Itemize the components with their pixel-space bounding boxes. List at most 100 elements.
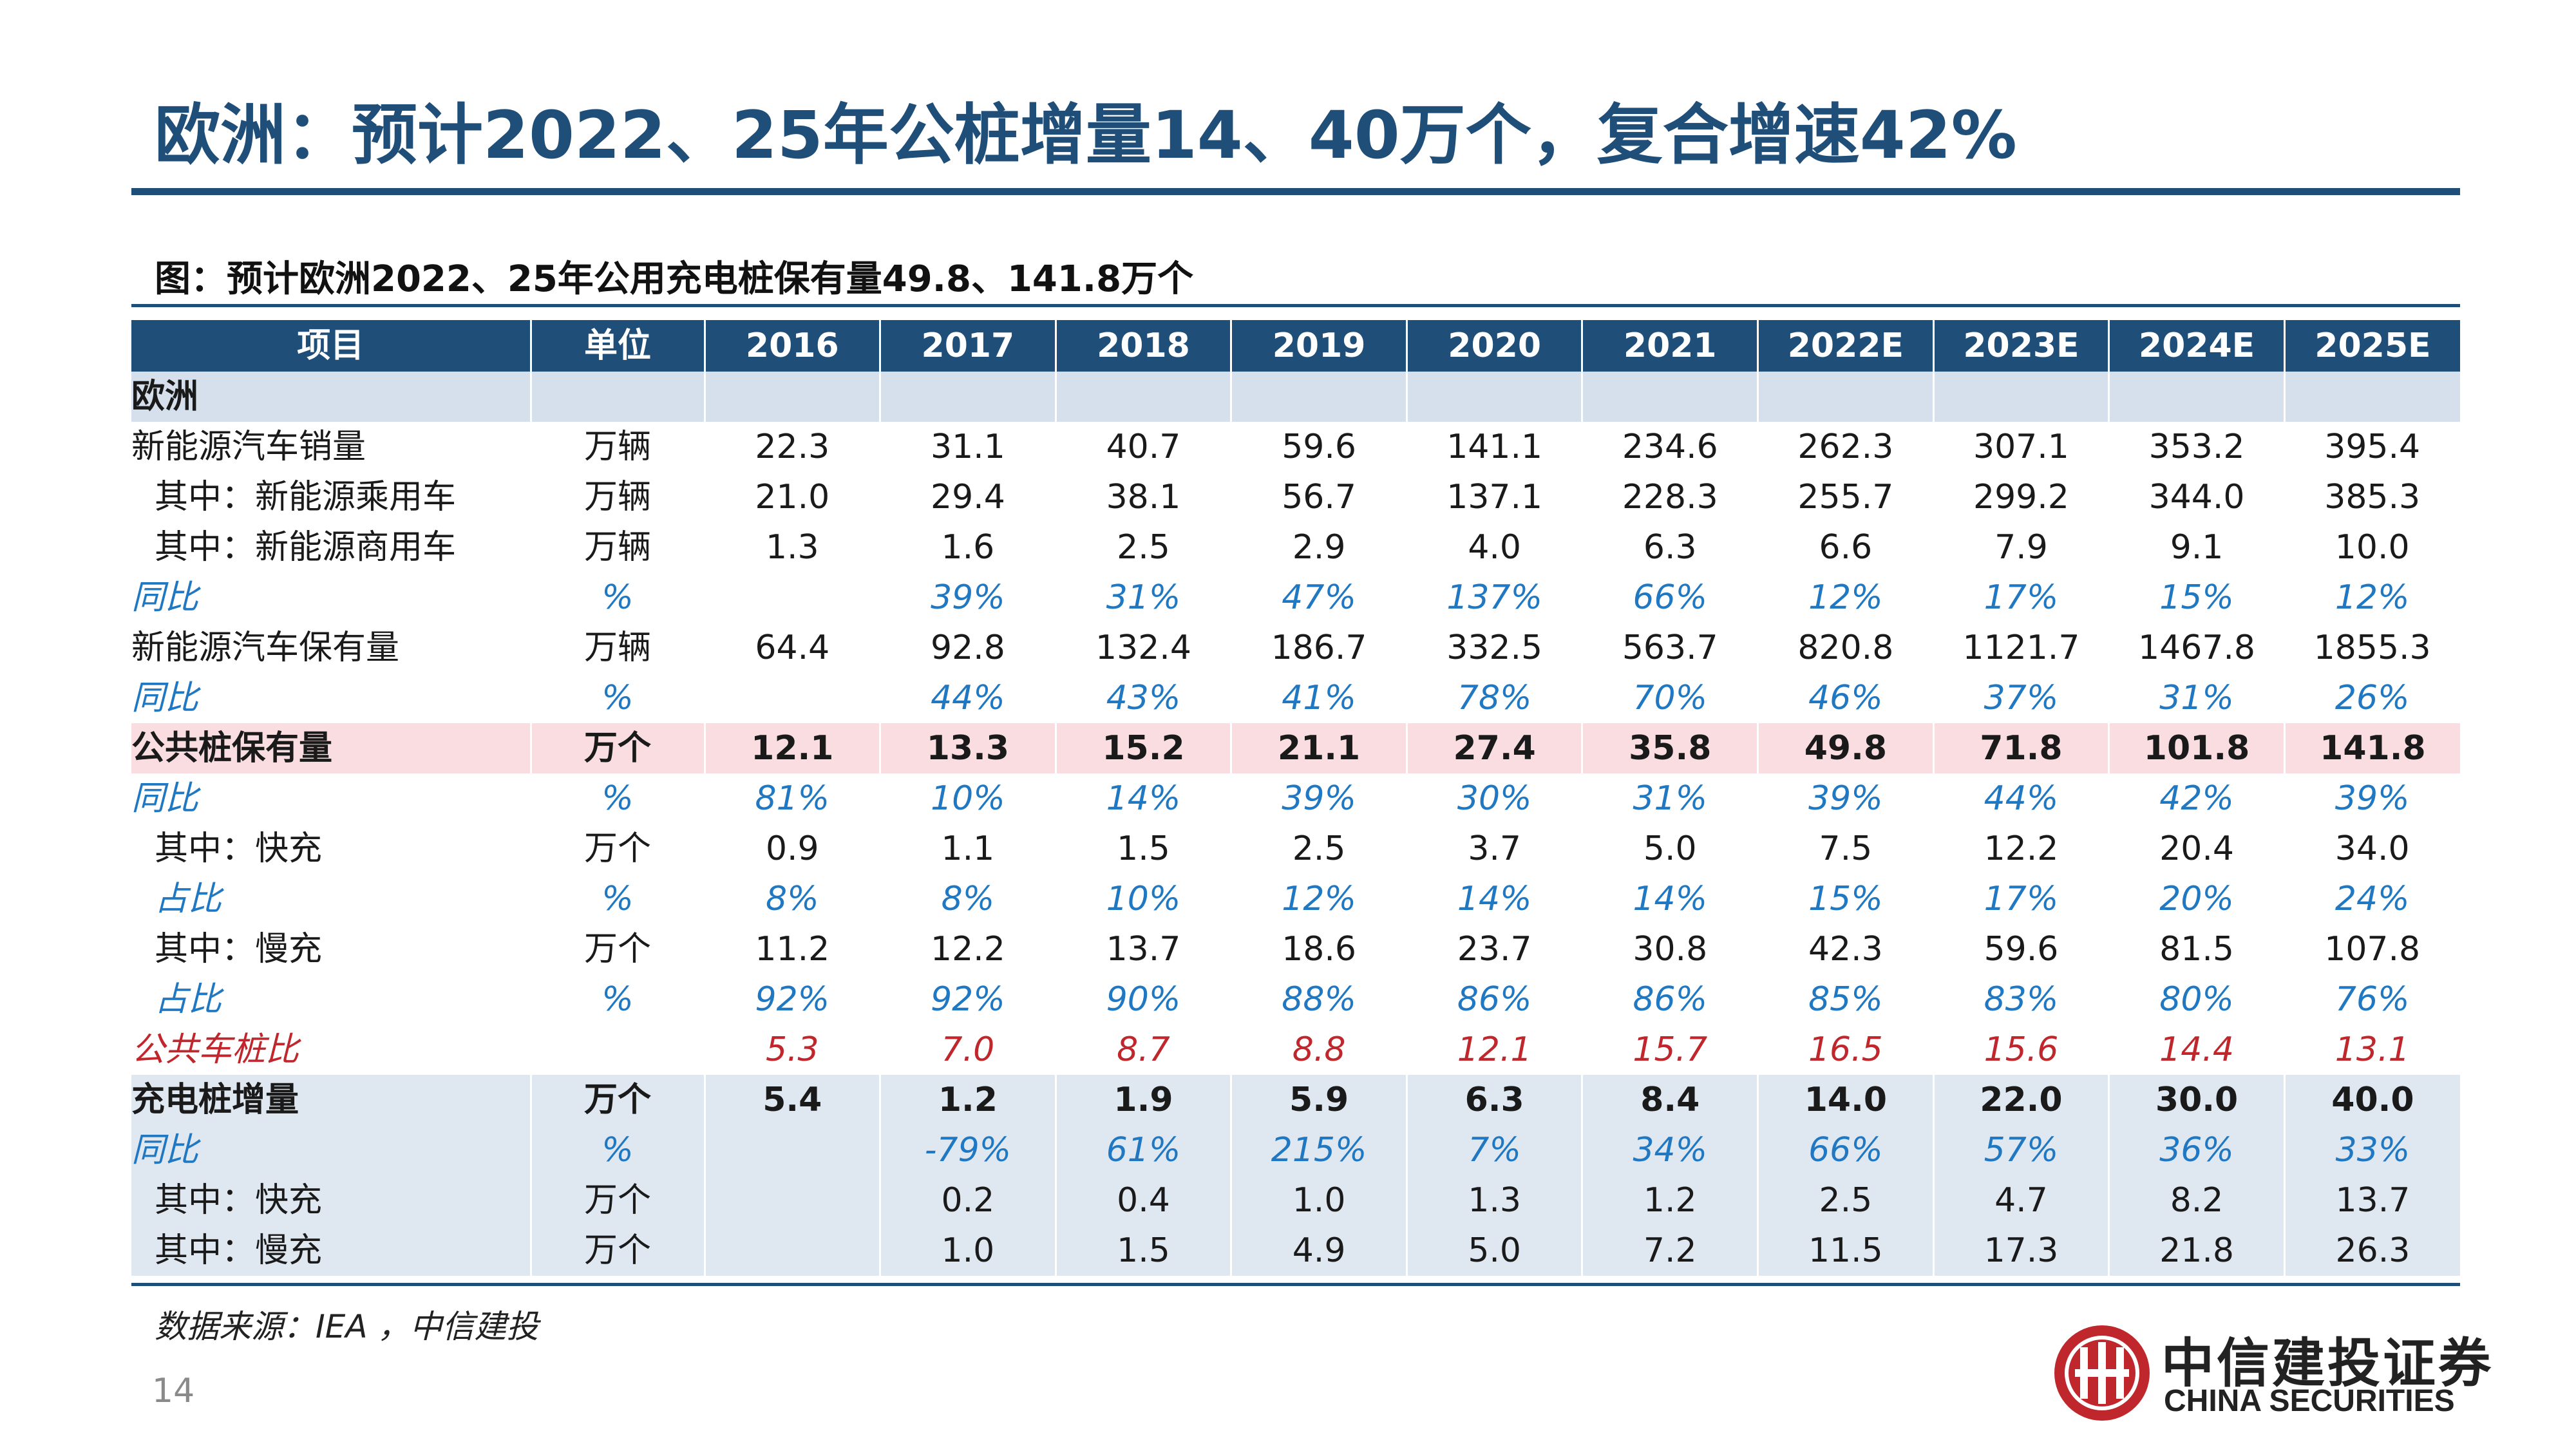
table-cell: 10.0 xyxy=(2334,528,2410,567)
table-cell: 4.0 xyxy=(1468,528,1522,567)
table-cell: 15.6 xyxy=(1984,1030,2059,1069)
row-label: 新能源汽车保有量 xyxy=(131,629,400,667)
table-cell: 2.5 xyxy=(1117,528,1170,567)
row-unit xyxy=(531,1025,705,1075)
table-cell: 34% xyxy=(1581,1125,1758,1175)
table-cell xyxy=(2108,372,2285,422)
table-cell: 39% xyxy=(2334,779,2410,818)
table-cell: 78% xyxy=(1457,679,1532,717)
row-unit: 万个 xyxy=(529,1175,705,1226)
table-cell: 1.0 xyxy=(879,1226,1056,1276)
table-cell: 92% xyxy=(755,980,830,1019)
table-cell: 31.1 xyxy=(931,428,1005,466)
table-cell xyxy=(1054,372,1231,422)
table-cell: 141.8 xyxy=(2283,723,2460,773)
table-cell: 344.0 xyxy=(2148,478,2245,516)
header-cell: 2022E xyxy=(1757,320,1934,372)
header-cell: 2016 xyxy=(703,320,880,372)
table-cell: 33% xyxy=(2283,1125,2460,1175)
header-cell: 项目 xyxy=(131,320,531,372)
table-cell: 57% xyxy=(1932,1125,2109,1175)
table-cell: 43% xyxy=(1106,679,1181,717)
table-cell xyxy=(1581,372,1758,422)
table-cell: 39% xyxy=(1808,779,1883,818)
table-cell xyxy=(705,573,880,623)
table-cell: 38.1 xyxy=(1106,478,1181,516)
table-cell: 1.5 xyxy=(1054,1226,1231,1276)
table-cell: 31% xyxy=(1633,779,1708,818)
brand-name-en: CHINA SECURITIES xyxy=(2164,1384,2455,1418)
table-cell: 31% xyxy=(2159,679,2234,717)
table-cell: 1.3 xyxy=(765,528,819,567)
row-label: 公共桩保有量 xyxy=(131,723,531,773)
table-cell: 0.2 xyxy=(879,1175,1056,1226)
table-cell: 8.4 xyxy=(1581,1075,1758,1125)
table-cell: 228.3 xyxy=(1622,478,1718,516)
table-cell: 1121.7 xyxy=(1962,629,2080,667)
table-cell: 215% xyxy=(1230,1125,1407,1175)
table-row: 其中：快充 万个 0.9 1.1 1.5 2.5 3.7 5.0 7.5 12.2 20.4 34.0 xyxy=(131,824,2460,874)
header-cell: 2018 xyxy=(1054,320,1231,372)
table-cell: 81.5 xyxy=(2159,930,2234,969)
table-cell: 7.9 xyxy=(1994,528,2048,567)
table-cell: 353.2 xyxy=(2148,428,2245,466)
table-cell xyxy=(703,1125,880,1175)
table-cell: 46% xyxy=(1808,679,1883,717)
table-cell: 14.0 xyxy=(1757,1075,1934,1125)
table-cell: 8.7 xyxy=(1117,1030,1170,1069)
table-cell: 8% xyxy=(766,880,819,918)
table-row: 其中：快充 万个 0.2 0.4 1.0 1.3 1.2 2.5 4.7 8.2 13.7 xyxy=(131,1175,2460,1226)
table-cell: 262.3 xyxy=(1797,428,1894,466)
source-note: 数据来源：IEA ，中信建投 xyxy=(155,1308,539,1345)
table-cell: 29.4 xyxy=(931,478,1005,516)
row-label: 其中：快充 xyxy=(155,829,323,868)
table-cell: 85% xyxy=(1808,980,1883,1019)
table-cell: 70% xyxy=(1633,679,1708,717)
table-cell: 40.0 xyxy=(2283,1075,2460,1125)
row-unit: 万辆 xyxy=(583,478,651,516)
table-cell: 59.6 xyxy=(1282,428,1356,466)
table-cell: 61% xyxy=(1054,1125,1231,1175)
caption-divider xyxy=(131,304,2460,307)
table-row: 其中：新能源乘用车 万辆 21.0 29.4 38.1 56.7 137.1 228.3 255… xyxy=(131,472,2460,522)
table-cell: 26% xyxy=(2334,679,2410,717)
header-cell: 2019 xyxy=(1230,320,1407,372)
table-cell: 71.8 xyxy=(1932,723,2109,773)
table-cell: 56.7 xyxy=(1282,478,1356,516)
table-cell: 234.6 xyxy=(1622,428,1718,466)
table-cell: 12.1 xyxy=(1457,1030,1532,1069)
table-cell: 31% xyxy=(1106,578,1181,617)
table-cell: 17% xyxy=(1984,578,2059,617)
table-cell: 1.9 xyxy=(1054,1075,1231,1125)
table-row: 同比% 44% 43% 41% 78% 70% 46% 37% 31% 26% xyxy=(131,673,2460,723)
slide-title: 欧洲：预计2022、25年公桩增量14、40万个，复合增速42% xyxy=(155,97,2017,174)
table-cell: 40.7 xyxy=(1106,428,1181,466)
row-label: 同比 xyxy=(131,679,199,717)
table-row: 同比% 39% 31% 47% 137% 66% 12% 17% 15% 12% xyxy=(131,573,2460,623)
table-row: 新能源汽车保有量 万辆 64.4 92.8 132.4 186.7 332.5 563.7 82… xyxy=(131,623,2460,673)
row-label: 同比 xyxy=(131,578,199,617)
table-cell: 17% xyxy=(1984,880,2059,918)
table-body: 欧洲 新能源汽车销量 万辆 22.3 31.1 40.7 59.6 141.1 234.6 26… xyxy=(131,372,2460,1276)
table-cell: 11.5 xyxy=(1757,1226,1934,1276)
table-cell: 12.2 xyxy=(1984,829,2059,868)
table-cell: 13.3 xyxy=(879,723,1056,773)
section-label: 欧洲 xyxy=(131,372,531,422)
title-divider xyxy=(131,188,2460,195)
table-row: 其中：新能源商用车 万辆 1.3 1.6 2.5 2.9 4.0 6.3 6.6 7.9 9.1 10… xyxy=(131,522,2460,573)
header-cell: 2017 xyxy=(879,320,1056,372)
table-row: 充电桩增量 万个 5.4 1.2 1.9 5.9 6.3 8.4 14.0 22.0 30.0 40.… xyxy=(131,1075,2460,1125)
table-cell: 563.7 xyxy=(1622,629,1718,667)
row-label: 新能源汽车销量 xyxy=(131,428,366,466)
header-cell: 2020 xyxy=(1405,320,1582,372)
table-cell: 6.6 xyxy=(1819,528,1873,567)
table-cell: 86% xyxy=(1457,980,1532,1019)
row-unit: % xyxy=(601,779,634,818)
table-cell: 13.7 xyxy=(1106,930,1181,969)
table-cell: 21.8 xyxy=(2108,1226,2285,1276)
row-unit: 万个 xyxy=(529,1226,705,1276)
table-cell xyxy=(705,673,880,723)
table-cell: 42.3 xyxy=(1808,930,1883,969)
row-unit: 万个 xyxy=(583,930,651,969)
header-cell: 2025E xyxy=(2283,320,2460,372)
